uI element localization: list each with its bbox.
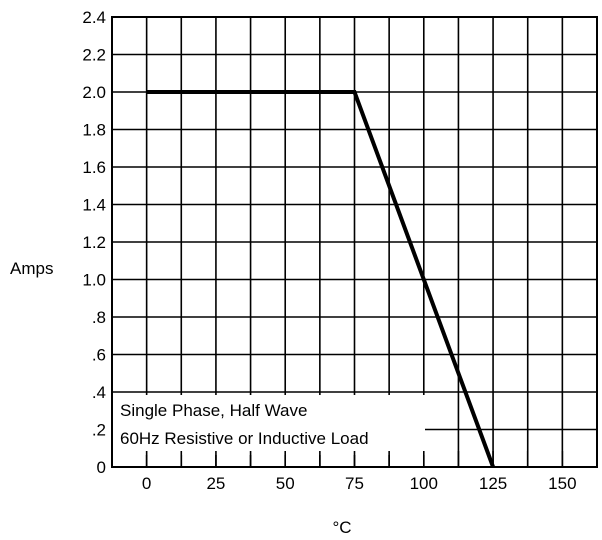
y-tick-label: 1.8: [82, 121, 106, 140]
x-tick-label: 50: [276, 474, 295, 493]
x-tick-label: 125: [479, 474, 507, 493]
annotation-box: Single Phase, Half Wave 60Hz Resistive o…: [113, 395, 425, 455]
y-axis-label: Amps: [10, 259, 53, 278]
y-tick-label: 1.0: [82, 271, 106, 290]
y-tick-labels: 0 .2 .4 .6 .8 1.0 1.2 1.4 1.6 1.8 2.0 2.2 2.4: [82, 8, 106, 477]
y-tick-label: .6: [92, 346, 106, 365]
x-axis-label: °C: [332, 518, 351, 537]
annotation-line-2: 60Hz Resistive or Inductive Load: [120, 429, 369, 448]
annotation-line-1: Single Phase, Half Wave: [120, 401, 307, 420]
y-tick-label: 1.2: [82, 233, 106, 252]
y-tick-label: 2.0: [82, 83, 106, 102]
y-tick-label: 2.2: [82, 46, 106, 65]
y-tick-label: .8: [92, 308, 106, 327]
plot-frame: [111, 16, 598, 468]
y-tick-label: 1.6: [82, 158, 106, 177]
x-tick-label: 0: [142, 474, 151, 493]
y-tick-label: 1.4: [82, 196, 106, 215]
series-line: [146, 90, 495, 468]
x-tick-label: 25: [206, 474, 225, 493]
y-tick-label: .4: [92, 383, 106, 402]
y-tick-label: 0: [97, 458, 106, 477]
y-tick-label: 2.4: [82, 8, 106, 27]
x-tick-label: 100: [410, 474, 438, 493]
y-tick-label: .2: [92, 421, 106, 440]
x-tick-labels: 0 25 50 75 100 125 150: [142, 474, 577, 493]
x-tick-label: 150: [548, 474, 576, 493]
annotation-background: [113, 395, 425, 455]
x-tick-label: 75: [345, 474, 364, 493]
